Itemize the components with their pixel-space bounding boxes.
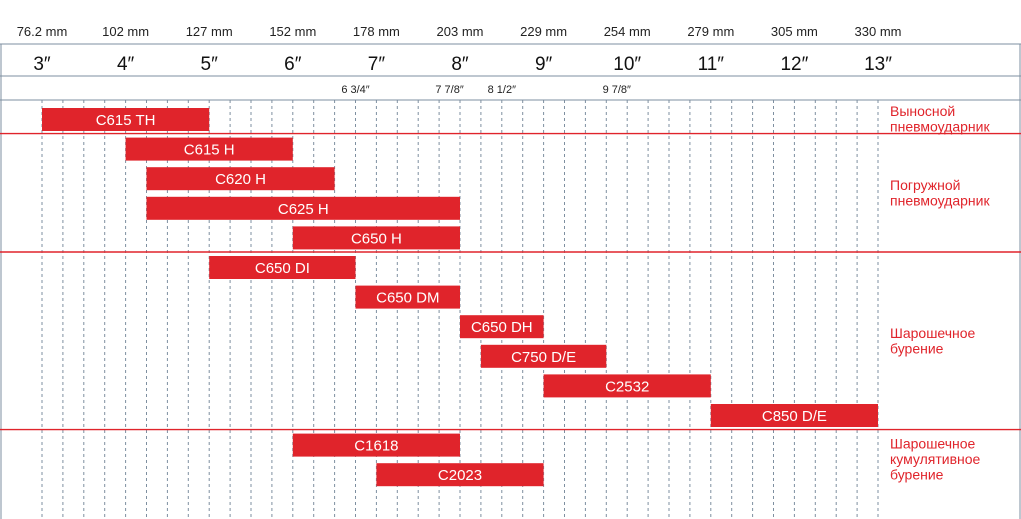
bar (710, 404, 878, 427)
bar-label: C650 H (351, 230, 402, 247)
mm-axis: 76.2 mm 102 mm 127 mm 152 mm 178 mm 203 mm 229… (17, 24, 902, 39)
mm-tick-label: 102 mm (102, 24, 149, 39)
inch-tick-label: 4″ (117, 54, 135, 75)
group-label: Шарошечное (890, 436, 976, 452)
bar-label: C615 H (184, 142, 235, 159)
group-label: пневмоударник (890, 119, 990, 135)
bar-label: C2532 (605, 378, 649, 395)
bar (42, 108, 210, 131)
mm-tick-label: 76.2 mm (17, 24, 68, 39)
bar (543, 374, 711, 398)
fraction-tick-label: 6 3/4″ (341, 84, 369, 96)
mm-tick-label: 305 mm (771, 24, 818, 39)
fraction-axis: 6 3/4″ 7 7/8″ 8 1/2″ 9 7/8″ (341, 84, 631, 96)
bar (292, 433, 460, 457)
fraction-tick-label: 8 1/2″ (488, 84, 516, 96)
group-label: кумулятивное (890, 451, 981, 467)
bar (480, 344, 607, 368)
group-label: Погружной (890, 177, 960, 193)
inch-tick-label: 10″ (613, 54, 641, 75)
bar-label: C750 D/E (511, 349, 576, 366)
bar (209, 256, 356, 279)
bar-label: C1618 (354, 438, 398, 455)
inch-axis: 3″ 4″ 5″ 6″ 7″ 8″ 9″ 10″ 11″ 12″ 13″ (33, 54, 892, 75)
inch-tick-label: 11″ (698, 54, 725, 75)
inch-tick-label: 5″ (201, 54, 219, 75)
mm-tick-label: 330 mm (855, 24, 902, 39)
bar-label: C850 D/E (762, 408, 827, 425)
bar-label: C650 DM (376, 290, 439, 307)
bars: C615 TH C615 H C620 H C625 H C650 H C650 DI C6… (42, 108, 878, 487)
inch-tick-label: 13″ (864, 54, 892, 75)
mm-tick-label: 152 mm (269, 24, 316, 39)
mm-tick-label: 279 mm (687, 24, 734, 39)
group-separators (0, 132, 1021, 431)
mm-tick-label: 254 mm (604, 24, 651, 39)
inch-tick-label: 6″ (284, 54, 302, 75)
mm-tick-label: 127 mm (186, 24, 233, 39)
bar-label: C620 H (215, 171, 266, 188)
bar-label: C2023 (438, 467, 482, 484)
group-label: бурение (890, 467, 944, 483)
group-label: бурение (890, 341, 944, 357)
inch-tick-label: 12″ (780, 54, 808, 75)
chart-frame (0, 43, 1021, 519)
bar-label: C650 DH (471, 319, 533, 336)
bar (146, 167, 335, 191)
group-label: Выносной (890, 103, 955, 119)
bar-label: C650 DI (255, 260, 310, 277)
inch-tick-label: 3″ (33, 54, 51, 75)
bar (146, 196, 460, 220)
bar-label: C625 H (278, 201, 329, 218)
bar (376, 463, 544, 487)
fraction-tick-label: 7 7/8″ (435, 84, 463, 96)
group-labels: ВыноснойпневмоударникПогружнойпневмоудар… (890, 103, 990, 483)
bar (292, 226, 460, 250)
fraction-tick-label: 9 7/8″ (603, 84, 631, 96)
bar (355, 285, 460, 309)
bar (125, 137, 293, 161)
bar-label: C615 TH (96, 112, 156, 129)
mm-tick-label: 229 mm (520, 24, 567, 39)
group-label: Шарошечное (890, 325, 976, 341)
mm-tick-label: 203 mm (437, 24, 484, 39)
group-label: пневмоударник (890, 193, 990, 209)
mm-tick-label: 178 mm (353, 24, 400, 39)
bar (460, 315, 544, 339)
inch-tick-label: 8″ (451, 54, 469, 75)
inch-tick-label: 7″ (368, 54, 386, 75)
inch-tick-label: 9″ (535, 54, 553, 75)
